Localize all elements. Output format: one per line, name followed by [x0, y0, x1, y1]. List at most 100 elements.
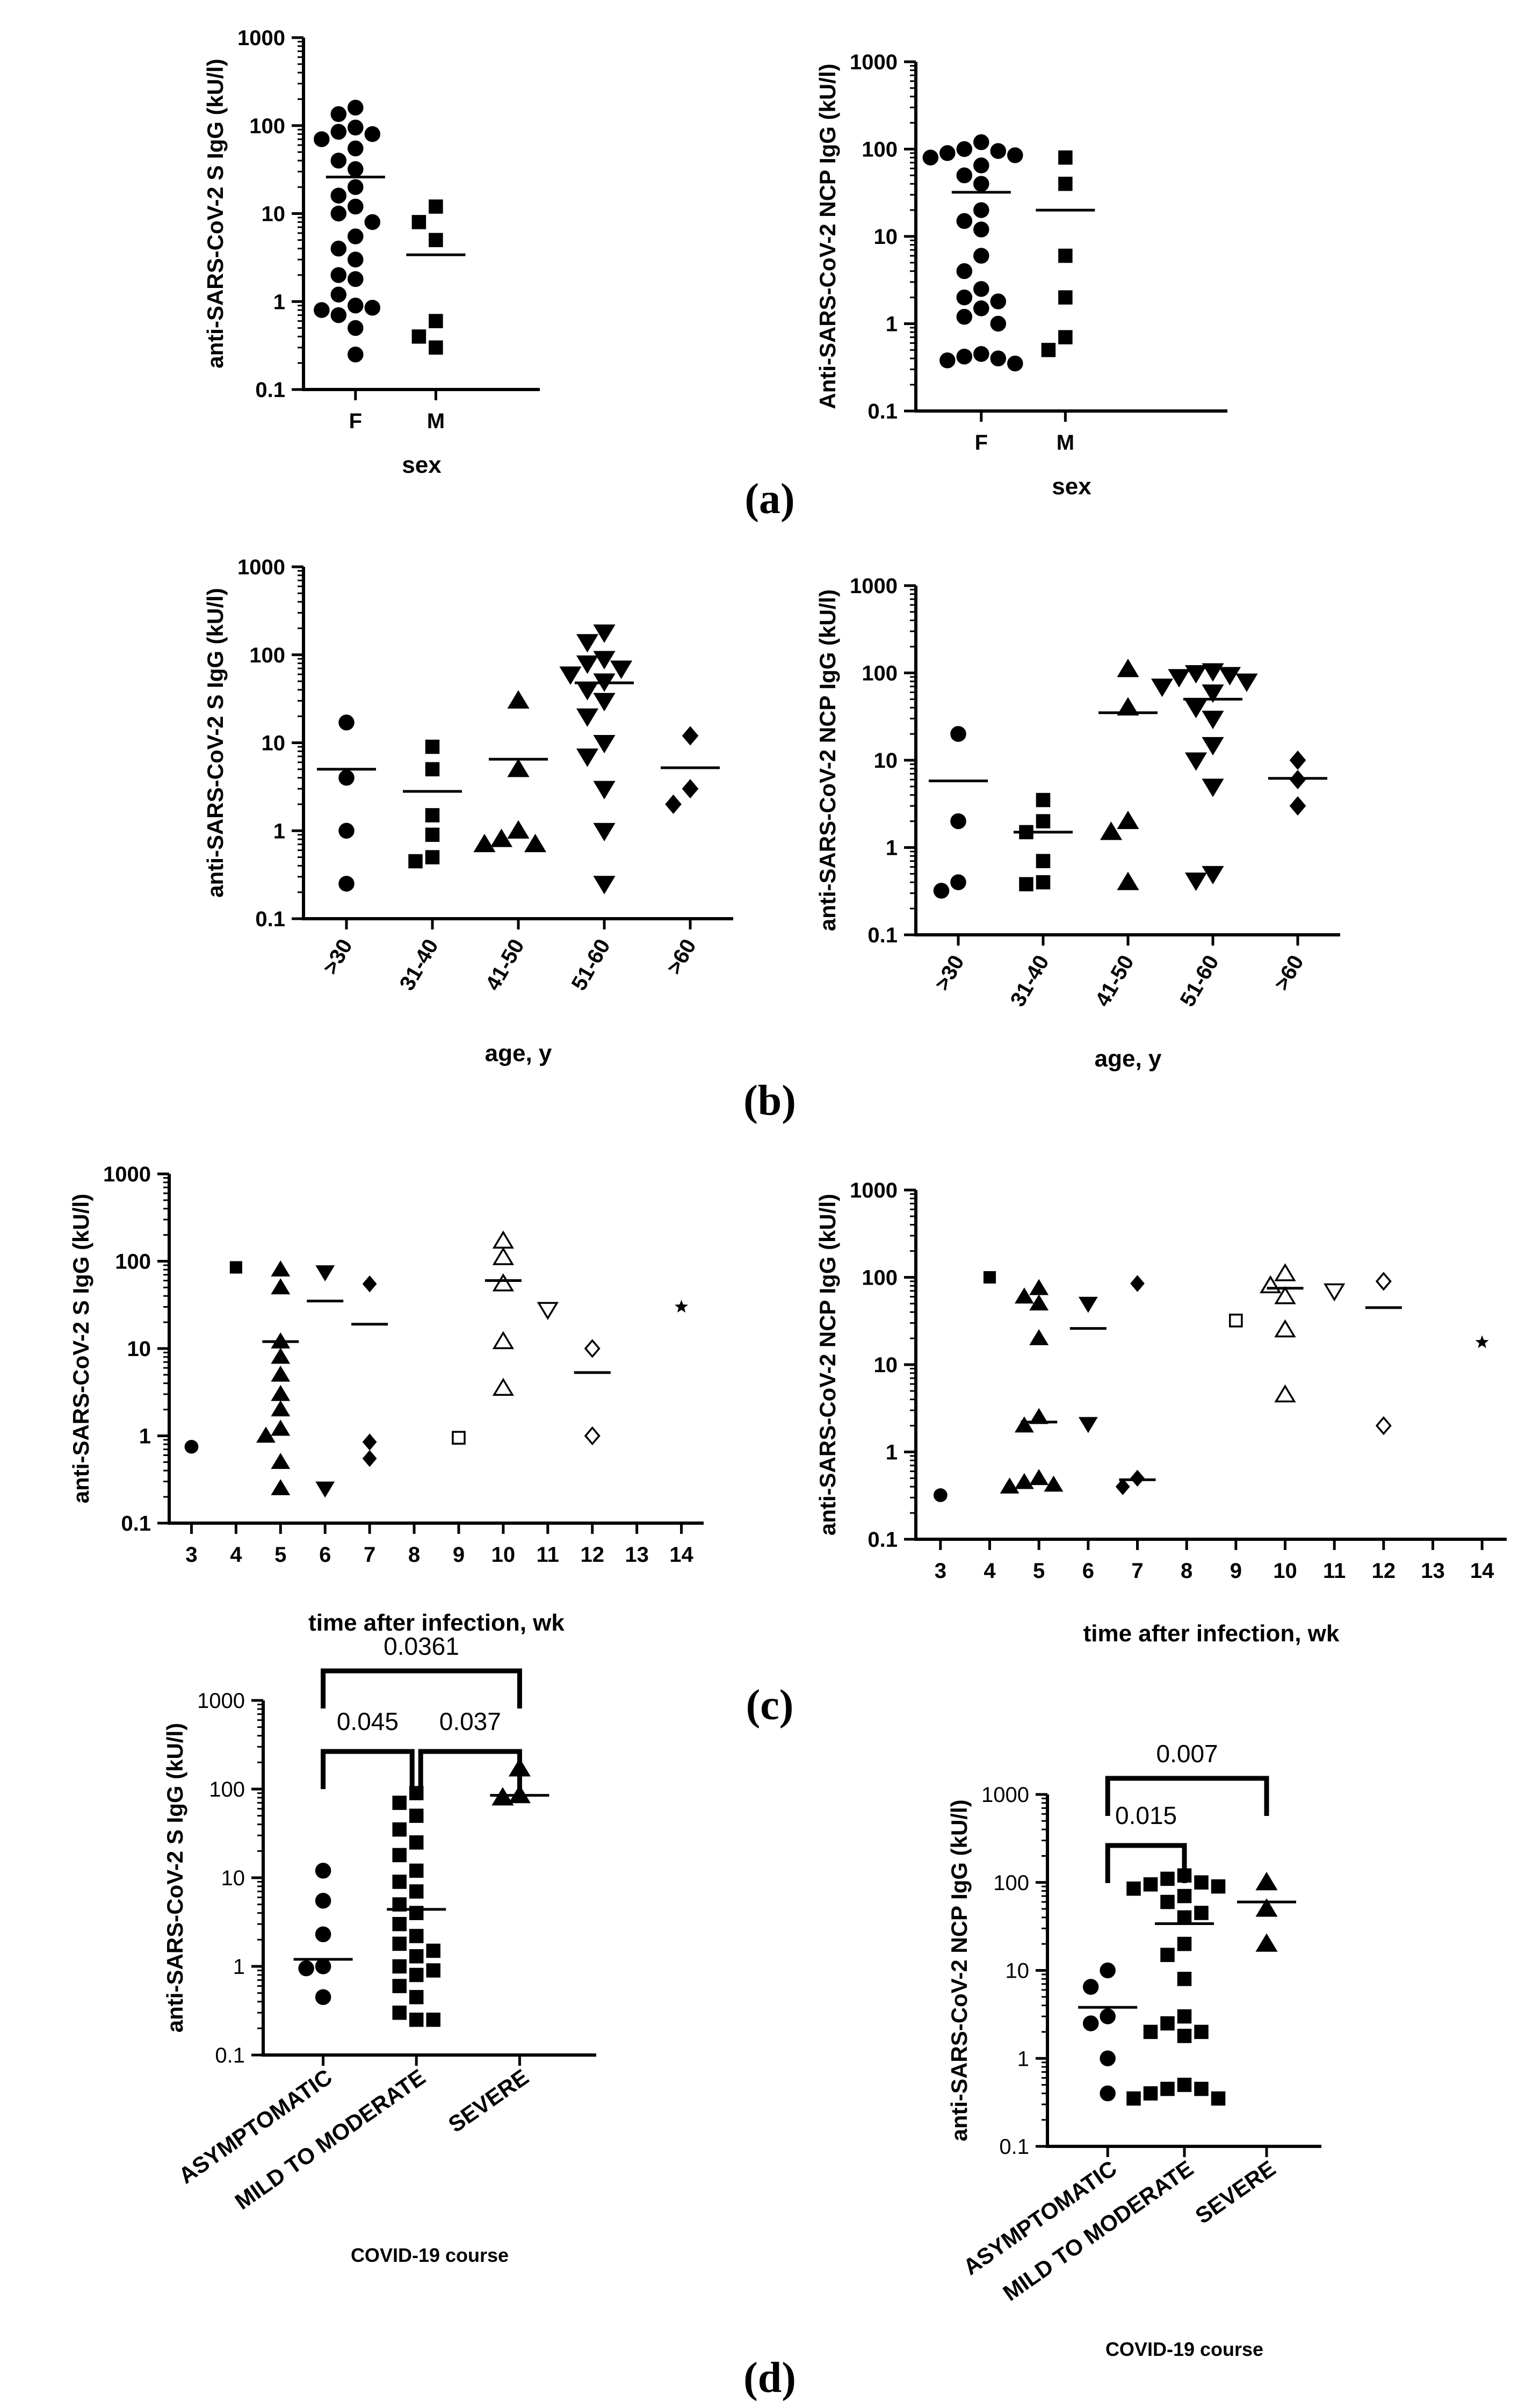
- data-point: [392, 2006, 407, 2020]
- data-point: [973, 134, 989, 150]
- x-tick-label: 11: [537, 1543, 559, 1567]
- panel-label-b: (b): [743, 1077, 796, 1124]
- data-point: [675, 1300, 689, 1313]
- x-tick-label: F: [349, 409, 362, 433]
- data-point: [507, 690, 530, 709]
- data-point: [392, 1875, 407, 1889]
- data-point: [1130, 1275, 1145, 1292]
- data-point: [1194, 1875, 1209, 1890]
- y-tick-label: 10: [127, 1337, 151, 1361]
- data-point: [593, 876, 616, 895]
- data-point: [315, 1989, 331, 2005]
- series-f: [314, 99, 385, 363]
- x-tick-label: 8: [408, 1543, 420, 1567]
- x-tick-label: 14: [1470, 1559, 1494, 1583]
- series-f: [922, 134, 1023, 372]
- series-9: [452, 1431, 466, 1445]
- data-point: [271, 1479, 291, 1496]
- data-point: [1036, 854, 1051, 868]
- data-point: [362, 1433, 377, 1451]
- data-point: [315, 1481, 335, 1498]
- y-tick-label: 0.1: [255, 907, 285, 931]
- y-tick-label: 1: [1017, 2047, 1029, 2071]
- data-point: [1036, 814, 1051, 828]
- panel-label-c: (c): [746, 1682, 794, 1729]
- data-point: [1235, 673, 1258, 692]
- data-point: [364, 214, 381, 230]
- data-point: [1014, 1287, 1034, 1304]
- series-5: [1000, 1279, 1064, 1494]
- y-tick-label: 0.1: [867, 400, 898, 423]
- chart-c-right: 0.1 1 10 100 1000 3 4 5 6 7 8 9 10 11 12 13 14 anti-SARS-…: [815, 1179, 1507, 1647]
- y-tick-label: 100: [862, 1266, 898, 1290]
- data-point: [492, 1378, 515, 1396]
- data-point: [392, 1979, 407, 1993]
- data-point: [426, 1963, 440, 1978]
- x-tick-label: 9: [453, 1543, 465, 1567]
- data-point: [1168, 669, 1190, 688]
- series-6: [307, 1265, 344, 1498]
- data-point: [1029, 1469, 1049, 1486]
- data-point: [593, 693, 616, 712]
- x-tick-label: 5: [1033, 1559, 1045, 1583]
- data-point: [1036, 792, 1051, 808]
- data-point: [524, 833, 547, 853]
- data-point: [409, 1967, 424, 1982]
- data-point: [1202, 737, 1224, 756]
- y-tick-label: 0.1: [255, 378, 285, 402]
- significance-bracket: 0.007: [1105, 1740, 1269, 1816]
- series-10: [1260, 1263, 1304, 1403]
- y-tick-label: 100: [249, 644, 285, 667]
- data-point: [1202, 866, 1224, 885]
- chart-c-left: 0.1 1 10 100 1000 3 4 5 6 7 8 9 10 11 12 13 14 anti-SARS-…: [68, 1163, 704, 1636]
- series-m: [1036, 150, 1095, 357]
- data-point: [1184, 873, 1208, 891]
- data-point: [298, 1960, 314, 1977]
- x-axis-label: age, y: [1095, 1046, 1162, 1072]
- data-point: [610, 660, 633, 679]
- data-point: [1184, 665, 1208, 684]
- data-point: [348, 140, 364, 157]
- data-point: [1058, 330, 1073, 344]
- series-3: [933, 1488, 948, 1502]
- p-value-label: 0.045: [337, 1707, 399, 1735]
- data-point: [682, 726, 699, 746]
- data-point: [1229, 1314, 1243, 1328]
- y-tick-label: 10: [262, 732, 286, 755]
- y-tick-label: 10: [221, 1866, 245, 1890]
- series-41-50: [1098, 659, 1158, 890]
- data-point: [392, 1822, 407, 1837]
- data-point: [956, 213, 973, 229]
- data-point: [314, 131, 330, 147]
- significance-bracket: 0.045: [321, 1707, 415, 1789]
- x-tick-label: 9: [1230, 1559, 1242, 1583]
- data-point: [271, 1278, 291, 1295]
- data-point: [922, 149, 939, 165]
- y-tick-label: 0.1: [999, 2135, 1029, 2159]
- series-60: [661, 726, 720, 814]
- data-point: [933, 1488, 948, 1502]
- data-point: [576, 708, 599, 727]
- data-point: [1211, 2091, 1226, 2106]
- x-tick-label: 6: [319, 1543, 331, 1567]
- data-point: [348, 228, 364, 244]
- data-point: [1058, 176, 1073, 191]
- data-point: [271, 1400, 291, 1417]
- data-point: [1274, 1263, 1296, 1281]
- data-point: [939, 145, 956, 161]
- series-51-60: [1151, 663, 1258, 891]
- data-point: [271, 1453, 291, 1469]
- data-point: [950, 813, 966, 830]
- data-point: [973, 157, 989, 174]
- y-tick-label: 1: [886, 313, 898, 336]
- data-point: [409, 1884, 424, 1899]
- x-tick-label: 13: [625, 1543, 649, 1567]
- data-point: [1151, 679, 1174, 697]
- data-point: [1194, 1906, 1209, 1920]
- y-tick-label: 1: [886, 837, 898, 860]
- data-point: [492, 1331, 515, 1350]
- data-point: [1255, 1872, 1278, 1891]
- data-point: [409, 2013, 424, 2027]
- x-tick-label: 4: [984, 1559, 996, 1583]
- data-point: [1044, 1475, 1064, 1492]
